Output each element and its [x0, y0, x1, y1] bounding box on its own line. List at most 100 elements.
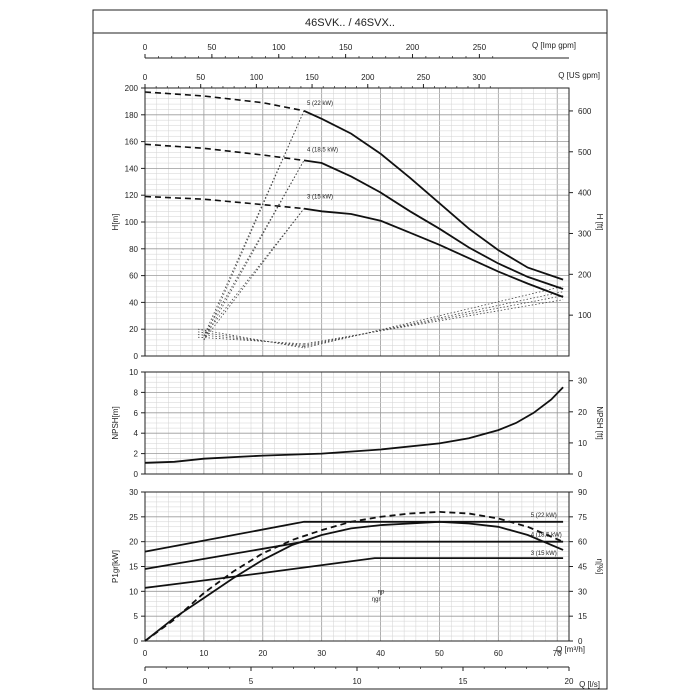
y2-tick-label: 600: [578, 107, 592, 116]
operating-limit-line: [197, 331, 305, 348]
m3h-tick-label: 50: [435, 649, 444, 658]
y-tick-label: 40: [129, 298, 138, 307]
y-tick-label: 30: [129, 488, 138, 497]
series-label: 5 (22 kW): [531, 513, 557, 519]
series-line: [303, 159, 564, 290]
y2-tick-label: 45: [578, 563, 587, 572]
series-label: 3 (15 kW): [307, 195, 333, 201]
imp-tick-label: 0: [143, 43, 148, 52]
y2-tick-label: 30: [578, 377, 587, 386]
top-axes: 0 50 100 150 200 250 0 50 100 150 200 250 300: [143, 43, 569, 89]
series-line: [303, 207, 564, 298]
series-label: ηgr: [372, 597, 381, 603]
chart-frame: [92, 9, 608, 690]
y-tick-label: 4: [134, 429, 139, 438]
series-extension: [144, 195, 305, 210]
series-line: [144, 540, 564, 570]
series-label: 5 (22 kW): [307, 101, 333, 107]
operating-limit-line: [303, 291, 564, 348]
y2-tick-label: 15: [578, 612, 587, 621]
imp-tick-label: 250: [473, 43, 487, 52]
operating-limit-line: [203, 208, 305, 341]
m3h-tick-label: 70: [553, 649, 562, 658]
operating-limit-line: [303, 295, 564, 346]
y2-tick-label: 500: [578, 148, 592, 157]
ls-tick-label: 20: [565, 677, 574, 686]
operating-limit-line: [203, 208, 305, 337]
y-tick-label: 140: [125, 164, 139, 173]
npsh-y2label: NPSH [ft]: [595, 406, 604, 439]
us-tick-label: 150: [305, 73, 319, 82]
us-tick-label: 200: [361, 73, 375, 82]
us-tick-label: 250: [417, 73, 431, 82]
operating-limit-line: [203, 160, 305, 341]
y2-tick-label: 0: [578, 637, 583, 646]
power-y2label: η[%]: [595, 558, 604, 574]
ls-tick-label: 5: [249, 677, 254, 686]
power-ylabel: P1gr[kW]: [111, 550, 120, 583]
y-tick-label: 100: [125, 218, 139, 227]
y2-tick-label: 0: [578, 470, 583, 479]
y-tick-label: 20: [129, 325, 138, 334]
ls-tick-label: 15: [459, 677, 468, 686]
operating-limit-line: [203, 160, 305, 337]
y-tick-label: 5: [134, 612, 139, 621]
series-extension: [144, 91, 305, 112]
y-tick-label: 15: [129, 563, 138, 572]
ls-tick-label: 0: [143, 677, 148, 686]
y-tick-label: 120: [125, 191, 139, 200]
npsh-plot-frame: [144, 371, 570, 475]
y-tick-label: 60: [129, 272, 138, 281]
bottom-axes: 0 10 20 30 40 50 60 70 0 5 10 15 20: [143, 649, 574, 686]
y2-tick-label: 300: [578, 229, 592, 238]
y-tick-label: 0: [134, 637, 139, 646]
bottom-axis-label-ls: Q [l/s]: [579, 680, 600, 689]
y-tick-label: 180: [125, 111, 139, 120]
series-label: 4 (18,5 kW): [307, 148, 338, 154]
us-tick-label: 100: [250, 73, 264, 82]
operating-limit-line: [303, 285, 564, 349]
imp-tick-label: 150: [339, 43, 353, 52]
series-label: 4 (18,5 kW): [531, 533, 562, 539]
y2-tick-label: 10: [578, 439, 587, 448]
us-tick-label: 300: [472, 73, 486, 82]
operating-limit-line: [203, 110, 305, 341]
chart-title: 46SVK.. / 46SVX..: [305, 17, 395, 29]
y2-tick-label: 75: [578, 513, 587, 522]
m3h-tick-label: 10: [199, 649, 208, 658]
series-line: [144, 386, 564, 464]
y2-tick-label: 400: [578, 189, 592, 198]
operating-limit-line: [197, 336, 305, 345]
y-tick-label: 10: [129, 587, 138, 596]
imp-tick-label: 200: [406, 43, 420, 52]
npsh-panel: 0 2 4 6 8 10 0 10 20 30 NPSH[m] NPSH [ft]: [111, 368, 604, 479]
y2-tick-label: 200: [578, 270, 592, 279]
y-tick-label: 80: [129, 245, 138, 254]
series-line: [144, 510, 564, 642]
y-tick-label: 8: [134, 388, 139, 397]
imp-tick-label: 50: [207, 43, 216, 52]
operating-limit-line: [303, 299, 564, 345]
head-y2label: H [ft]: [595, 214, 604, 231]
npsh-ylabel: NPSH[m]: [111, 406, 120, 439]
operating-limit-line: [197, 334, 305, 346]
ls-tick-label: 10: [353, 677, 362, 686]
y2-tick-label: 60: [578, 538, 587, 547]
y-tick-label: 160: [125, 138, 139, 147]
y-tick-label: 20: [129, 538, 138, 547]
y2-tick-label: 100: [578, 311, 592, 320]
m3h-tick-label: 40: [376, 649, 385, 658]
series-line: [144, 557, 564, 589]
series-label: 3 (15 kW): [531, 551, 557, 557]
us-tick-label: 0: [143, 73, 148, 82]
m3h-tick-label: 60: [494, 649, 503, 658]
m3h-tick-label: 30: [317, 649, 326, 658]
series-line: [303, 109, 564, 281]
y-tick-label: 0: [134, 470, 139, 479]
m3h-tick-label: 0: [143, 649, 148, 658]
y-tick-label: 2: [134, 450, 139, 459]
us-tick-label: 50: [196, 73, 205, 82]
head-panel: 0 20 40 60 80 100 120 140 160 180 200 100 200 300 400 5…: [111, 84, 604, 361]
series-label: ηp: [378, 589, 385, 595]
